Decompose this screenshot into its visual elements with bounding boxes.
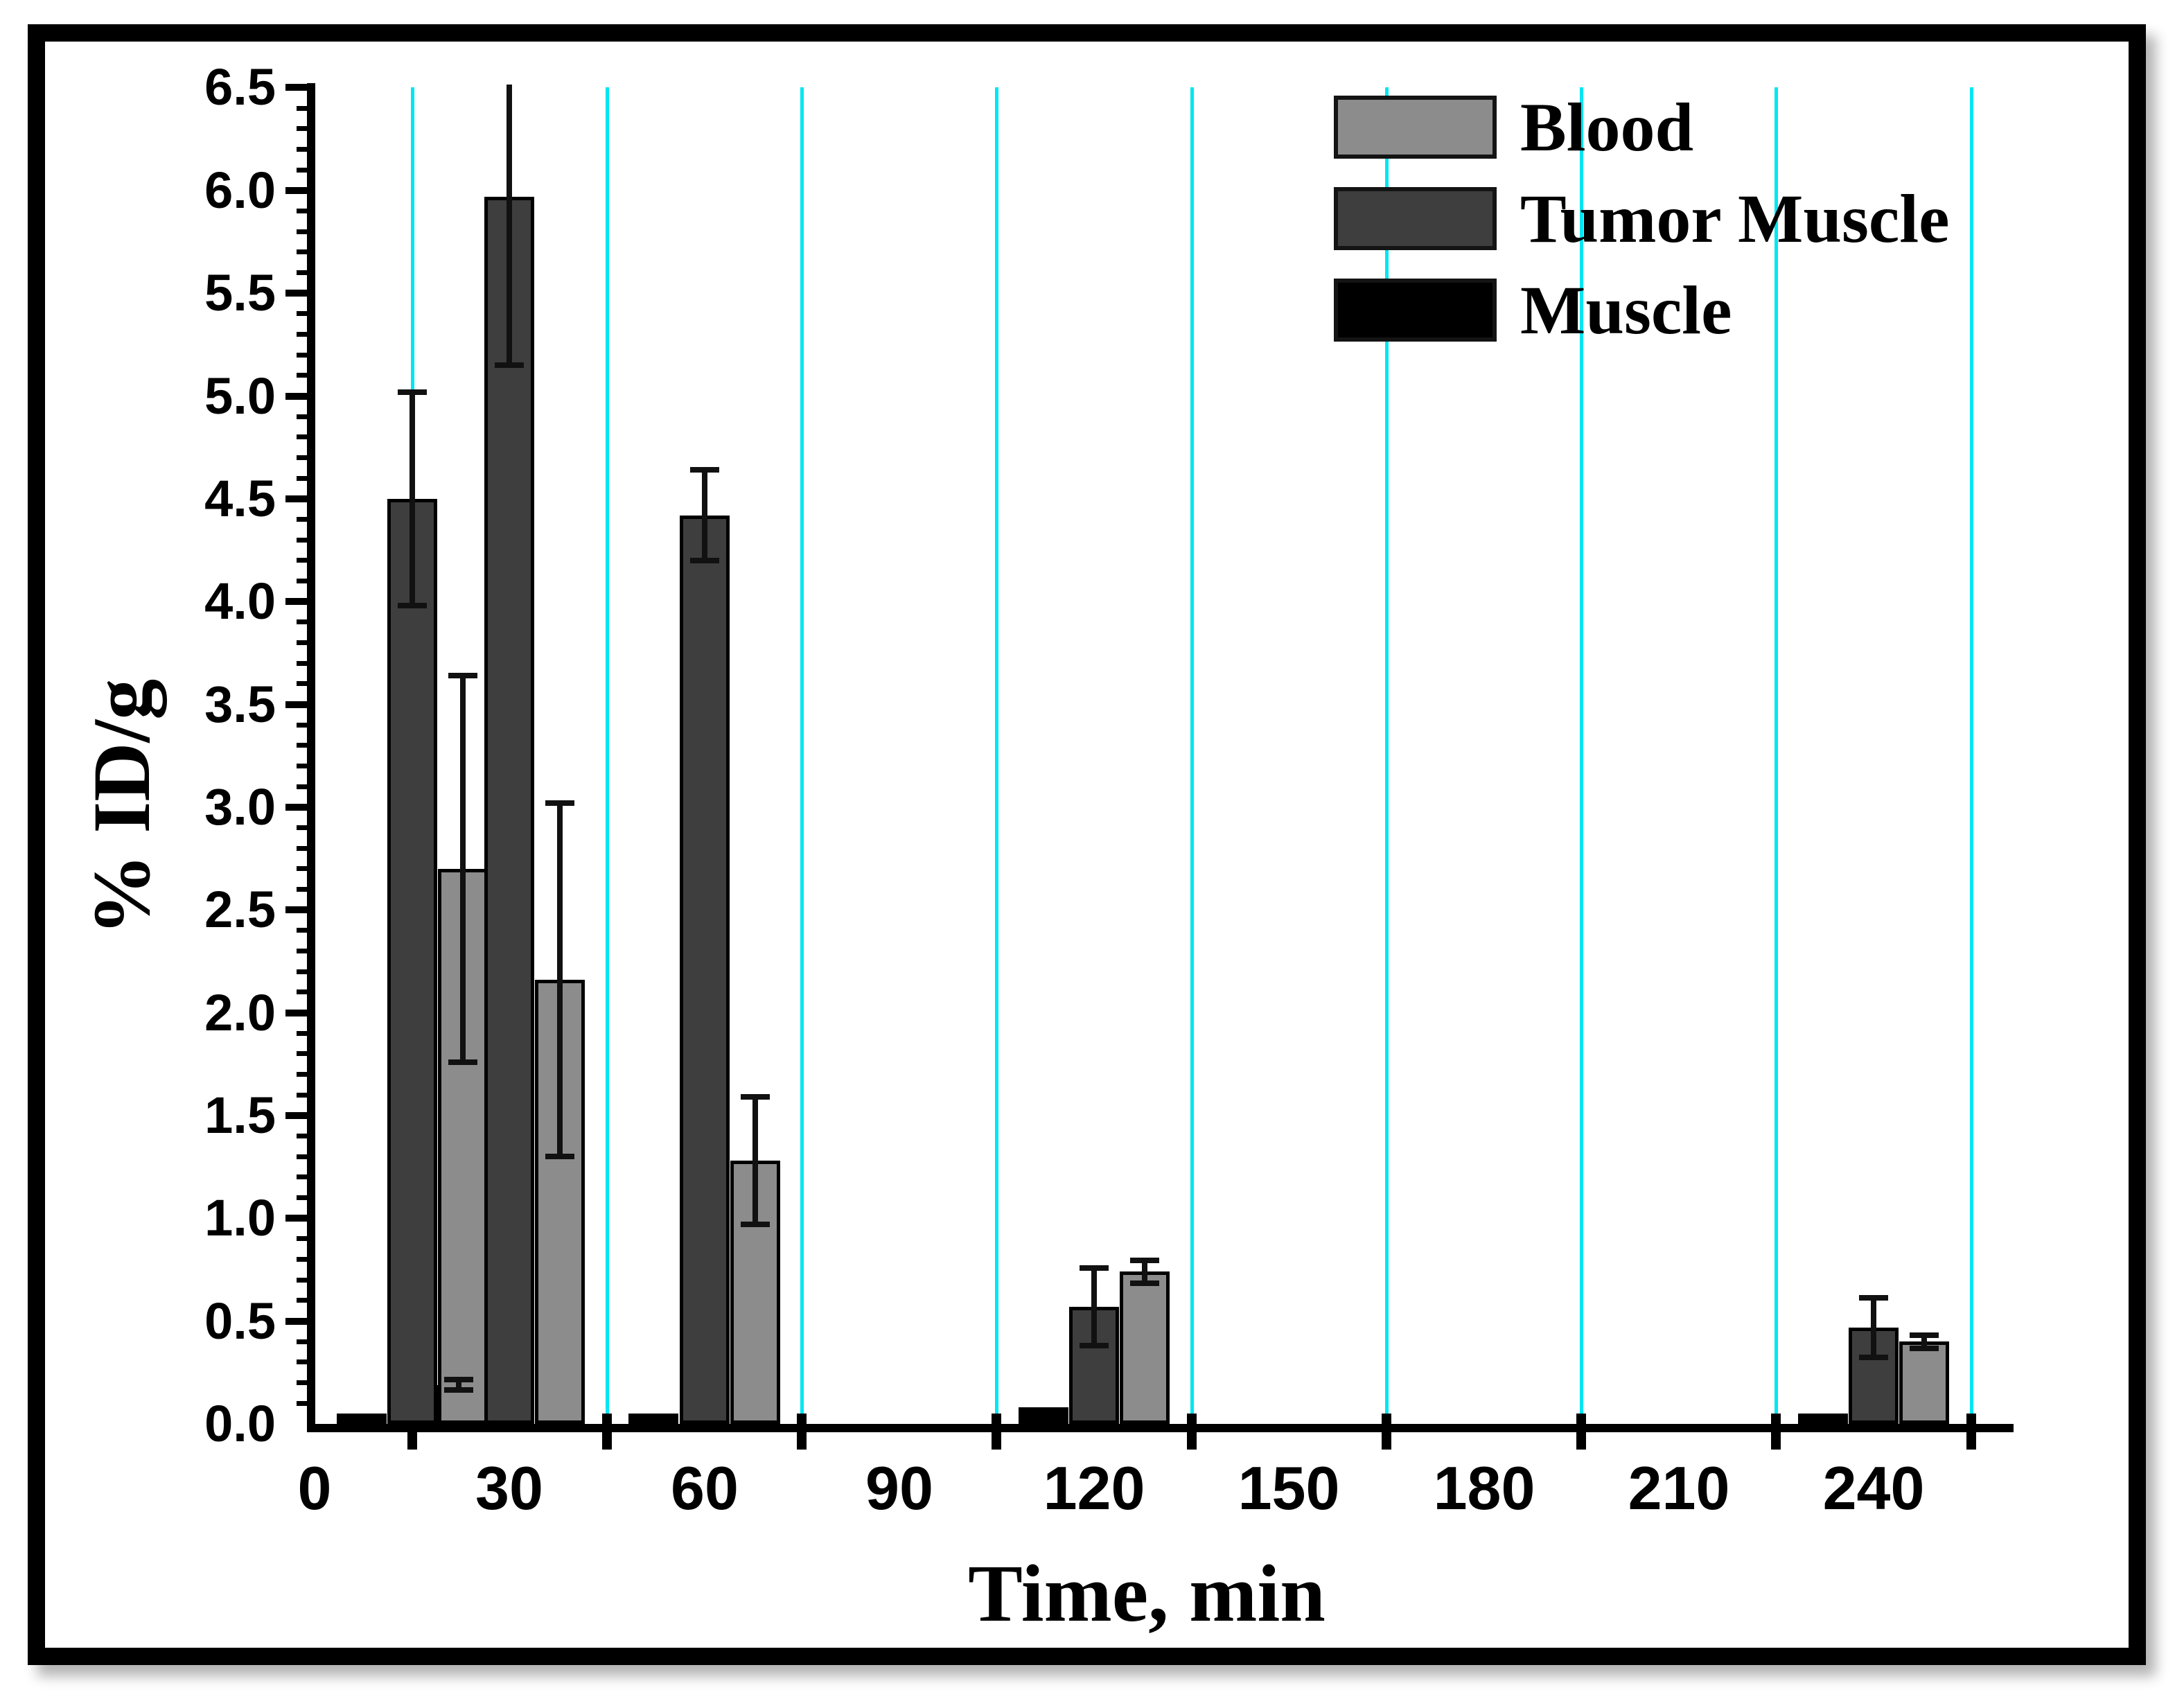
error-bar-cap-bottom xyxy=(1910,1346,1939,1351)
error-bar-cap-bottom xyxy=(1130,1280,1159,1286)
legend-swatch-blood xyxy=(1334,96,1497,159)
legend-label-muscle: Muscle xyxy=(1520,272,1732,349)
error-bar-cap-bottom xyxy=(741,1222,770,1227)
bar-tumor-muscle xyxy=(387,499,437,1424)
error-bar-cap-bottom xyxy=(690,558,719,563)
error-bar-cap-top xyxy=(545,800,574,806)
error-bar-cap-bottom xyxy=(495,362,524,368)
error-bar-line xyxy=(507,85,512,365)
error-bar-cap-bottom xyxy=(444,1387,473,1393)
error-bar-cap-bottom xyxy=(398,603,427,608)
error-bar-line xyxy=(1871,1298,1876,1357)
bar-tumor-muscle xyxy=(484,197,534,1424)
error-bar-cap-top xyxy=(690,467,719,473)
error-bar-cap-bottom xyxy=(545,1154,574,1159)
y-axis-title: % ID/g xyxy=(76,678,167,936)
error-bar-cap-top xyxy=(1910,1332,1939,1338)
legend-item-tumor-muscle: Tumor Muscle xyxy=(1334,180,1950,257)
error-bar-cap-top xyxy=(398,389,427,395)
error-bar-cap-top xyxy=(1080,1265,1109,1271)
error-bar-line xyxy=(752,1097,758,1224)
gridline xyxy=(995,87,998,1424)
bar-blood xyxy=(1899,1341,1949,1424)
error-bar-cap-top xyxy=(1859,1295,1888,1301)
gridline xyxy=(606,87,609,1424)
gridline xyxy=(1970,87,1973,1424)
legend-label-tumor-muscle: Tumor Muscle xyxy=(1520,180,1950,257)
gridline xyxy=(800,87,804,1424)
gridline xyxy=(1774,87,1778,1424)
error-bar-cap-top xyxy=(444,1377,473,1382)
error-bar-cap-top xyxy=(1130,1258,1159,1263)
error-bar-cap-top xyxy=(741,1094,770,1100)
legend-swatch-muscle xyxy=(1334,279,1497,342)
error-bar-line xyxy=(456,1380,461,1390)
legend-item-blood: Blood xyxy=(1334,89,1949,166)
error-bar-cap-bottom xyxy=(1859,1355,1888,1360)
error-bar-line xyxy=(1142,1260,1147,1283)
error-bar-cap-bottom xyxy=(1080,1343,1109,1348)
error-bar-cap-top xyxy=(448,673,477,678)
gridline xyxy=(1190,87,1194,1424)
bar-muscle xyxy=(628,1414,678,1424)
bar-tumor-muscle xyxy=(680,516,730,1424)
x-axis-title: Time, min xyxy=(968,1548,1326,1639)
bar-muscle xyxy=(337,1414,387,1424)
error-bar-line xyxy=(410,392,415,606)
legend-swatch-tumor-muscle xyxy=(1334,187,1497,250)
gridline xyxy=(1580,87,1583,1424)
gridline xyxy=(1385,87,1389,1424)
bar-blood xyxy=(1120,1271,1170,1424)
error-bar-line xyxy=(1091,1268,1097,1346)
bar-muscle xyxy=(1798,1414,1848,1424)
error-bar-line xyxy=(460,676,466,1062)
chart-plot-area xyxy=(277,85,2093,1424)
legend-label-blood: Blood xyxy=(1520,89,1694,166)
legend-item-muscle: Muscle xyxy=(1334,272,1949,349)
bar-muscle xyxy=(1019,1407,1068,1424)
legend: Blood Tumor Muscle Muscle xyxy=(1334,89,1950,349)
error-bar-line xyxy=(702,470,707,561)
error-bar-line xyxy=(557,803,563,1156)
error-bar-cap-bottom xyxy=(448,1059,477,1065)
error-bar-line xyxy=(1921,1335,1927,1349)
